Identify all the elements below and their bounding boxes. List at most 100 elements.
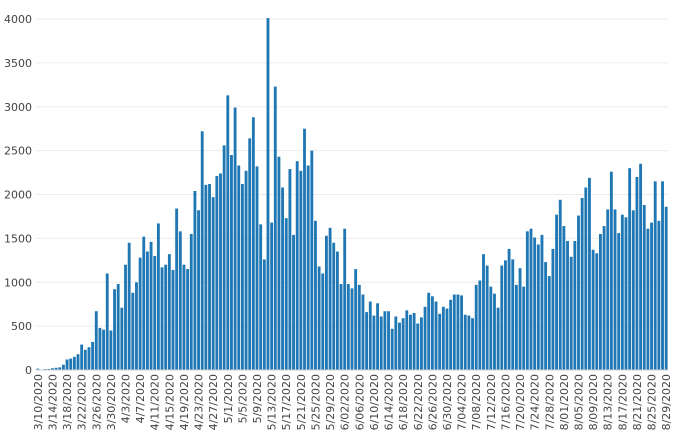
bar [398, 322, 401, 370]
bar [306, 165, 310, 370]
bar [284, 218, 288, 370]
bar [401, 318, 405, 370]
bar [51, 368, 54, 370]
bar [328, 227, 332, 370]
bar [365, 312, 369, 370]
bar [178, 231, 182, 370]
x-tick-label: 7/28/2020 [543, 374, 556, 430]
bar [47, 368, 51, 370]
bar [394, 316, 398, 370]
bar [609, 171, 613, 370]
x-tick-label: 3/14/2020 [46, 374, 59, 430]
x-tick-label: 5/25/2020 [309, 374, 322, 430]
x-tick-label: 6/18/2020 [397, 374, 410, 430]
x-tick-label: 3/10/2020 [32, 374, 45, 430]
y-tick-label: 1000 [4, 276, 32, 289]
bar [409, 314, 412, 370]
bar [525, 231, 529, 370]
bar [379, 316, 383, 370]
x-tick-label: 8/17/2020 [616, 374, 629, 430]
bar [478, 280, 482, 370]
bar [262, 259, 266, 370]
bar [244, 170, 248, 370]
bar [83, 349, 87, 370]
x-tick-label: 4/23/2020 [193, 374, 206, 430]
bar [240, 183, 244, 370]
bar [558, 199, 562, 370]
bar [273, 86, 277, 370]
bar [467, 315, 471, 370]
bar [591, 249, 595, 370]
bar [310, 150, 314, 371]
bar [639, 163, 643, 370]
bar [325, 235, 328, 370]
bar [423, 306, 427, 370]
x-tick-label: 7/04/2020 [456, 374, 469, 430]
bar [182, 264, 186, 370]
x-tick-label: 4/15/2020 [163, 374, 176, 430]
x-tick-label: 4/11/2020 [149, 374, 162, 430]
bar [653, 181, 657, 370]
x-tick-label: 6/22/2020 [412, 374, 425, 430]
bar [504, 260, 507, 370]
bar [438, 313, 442, 370]
bar [646, 228, 650, 370]
bar [226, 95, 230, 370]
x-tick-label: 8/25/2020 [646, 374, 659, 430]
bar [171, 269, 175, 370]
bar [65, 359, 69, 370]
bar [270, 222, 274, 370]
bar [471, 318, 474, 370]
bar [164, 264, 168, 370]
y-tick-label: 2000 [4, 189, 32, 202]
bar [222, 145, 226, 370]
bar [489, 286, 493, 370]
bar [149, 241, 153, 370]
x-tick-label: 7/20/2020 [514, 374, 527, 430]
bar [335, 251, 339, 370]
x-tick-label: 6/10/2020 [368, 374, 381, 430]
bar [387, 311, 390, 370]
bar [288, 169, 292, 370]
bar [522, 286, 526, 370]
bar [642, 205, 646, 370]
bar [175, 208, 179, 370]
bar [317, 266, 321, 370]
bar [98, 327, 102, 370]
x-tick-label: 8/09/2020 [587, 374, 600, 430]
bar [58, 367, 62, 370]
bar [189, 233, 193, 370]
bar [80, 344, 84, 370]
x-tick-label: 8/29/2020 [660, 374, 673, 430]
x-tick-label: 7/24/2020 [529, 374, 542, 430]
bar [237, 165, 241, 370]
bar [372, 315, 376, 370]
bar [248, 138, 252, 370]
bar [197, 210, 200, 370]
bar [321, 273, 325, 370]
bar [314, 220, 317, 370]
x-tick-label: 5/21/2020 [295, 374, 308, 430]
bar [511, 259, 515, 370]
bar [463, 314, 467, 370]
bar [624, 217, 628, 370]
bar [390, 328, 394, 370]
bar [135, 282, 138, 370]
bar [580, 198, 584, 370]
bar [357, 284, 361, 370]
bar [295, 161, 299, 370]
x-tick-label: 5/17/2020 [280, 374, 293, 430]
bar [72, 356, 76, 370]
bar [113, 289, 116, 370]
bar [116, 284, 120, 370]
bar [87, 347, 91, 370]
y-tick-label: 4000 [4, 13, 32, 26]
x-tick-label: 3/18/2020 [61, 374, 74, 430]
bar [460, 295, 464, 370]
bar [354, 269, 358, 370]
x-axis: 3/10/2020 3/14/2020 3/18/2020 3/22/2020 3/26… [32, 369, 673, 430]
bar [441, 306, 445, 370]
bar [536, 244, 540, 370]
bar [102, 329, 106, 370]
bar [36, 368, 40, 370]
